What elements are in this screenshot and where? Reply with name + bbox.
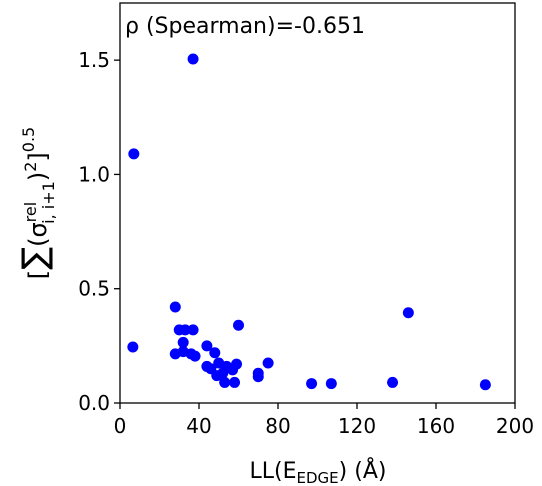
x-tick-label: 200 [496, 414, 534, 438]
y-axis-ticks: 0.0 0.5 1.0 1.5 [78, 48, 120, 415]
data-point [219, 376, 231, 388]
y-axis-label: [∑(σreli, i+1)2]0.5 [15, 127, 58, 279]
y-label-open-bracket: [ [24, 270, 52, 279]
data-point [229, 376, 241, 388]
y-label-superscript: rel [21, 202, 40, 223]
data-point [127, 341, 139, 353]
y-label-square: 2 [21, 162, 40, 172]
data-point [402, 307, 414, 319]
y-label-subscript: i, i+1 [39, 181, 58, 224]
data-points [127, 53, 491, 391]
y-label-sigma: (σ [24, 222, 52, 247]
data-point [306, 378, 318, 390]
data-point [201, 340, 213, 352]
y-label-sum: ∑ [15, 247, 55, 270]
y-tick-label: 0.0 [78, 391, 110, 415]
x-tick-label: 40 [186, 414, 211, 438]
x-tick-label: 0 [114, 414, 127, 438]
data-point [169, 301, 181, 313]
data-point [479, 379, 491, 391]
y-tick-label: 0.5 [78, 277, 110, 301]
x-tick-label: 160 [417, 414, 455, 438]
data-point [187, 324, 199, 336]
y-label-close: ) [24, 172, 52, 181]
x-label-subscript: EDGE [297, 469, 339, 486]
data-point [179, 324, 191, 336]
data-point [128, 148, 140, 160]
y-label-exponent: 0.5 [19, 127, 38, 152]
x-tick-label: 80 [265, 414, 290, 438]
data-point [233, 319, 244, 331]
data-point [209, 347, 221, 359]
x-label-tail: ) (Å) [339, 457, 387, 484]
data-point [252, 367, 264, 379]
x-axis-label: LL(EEDGE) (Å) [250, 457, 387, 486]
data-point [177, 336, 189, 348]
y-tick-label: 1.5 [78, 48, 110, 72]
y-label-close-bracket: ] [24, 152, 52, 161]
x-tick-label: 120 [338, 414, 376, 438]
data-point [187, 53, 199, 65]
data-point [231, 358, 243, 370]
x-axis-ticks: 0 40 80 120 160 200 [114, 403, 534, 438]
data-point [387, 376, 399, 388]
data-point [262, 357, 274, 369]
x-label-base: LL(E [250, 459, 297, 484]
data-point [189, 350, 201, 362]
plot-frame [119, 2, 516, 404]
data-point [325, 378, 337, 390]
spearman-annotation: ρ (Spearman)=-0.651 [125, 14, 365, 39]
y-tick-label: 1.0 [78, 162, 110, 186]
